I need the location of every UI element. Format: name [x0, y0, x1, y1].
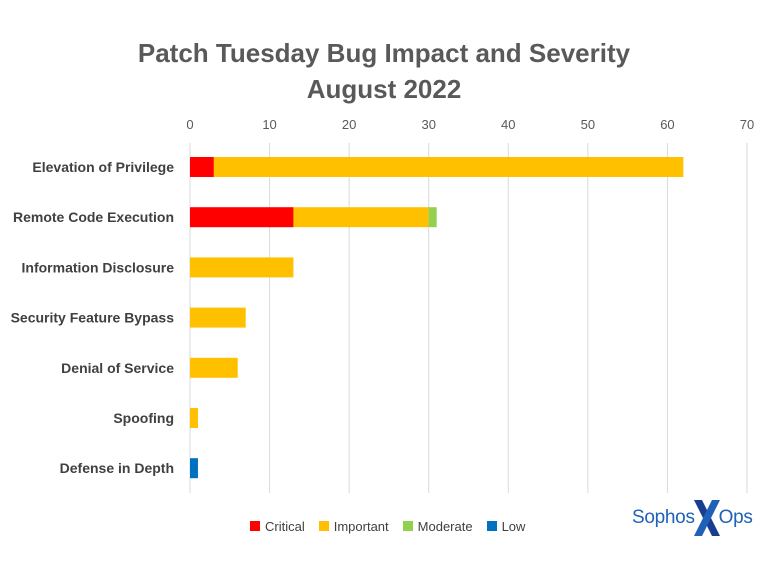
legend-item-moderate: Moderate [402, 518, 473, 534]
legend-label: Critical [265, 518, 305, 534]
bar-critical [190, 157, 214, 177]
legend-swatch [250, 521, 260, 531]
bar-important [190, 357, 238, 378]
x-tick-label: 20 [342, 117, 356, 132]
category-label: Denial of Service [61, 360, 174, 376]
sophos-xops-logo: Sophos Ops [632, 498, 753, 538]
legend-item-critical: Critical [250, 519, 305, 534]
bar-important [190, 257, 294, 278]
category-label: Defense in Depth [60, 460, 174, 476]
chart-title-line2: August 2022 [306, 74, 462, 104]
bar-critical [190, 207, 294, 228]
logo-text-ops: Ops [718, 507, 753, 528]
legend-swatch [486, 521, 497, 531]
x-tick-label: 60 [660, 117, 674, 132]
x-tick-label: 50 [581, 117, 595, 132]
legend-label: Moderate [417, 518, 473, 534]
legend: Critical Important Moderate Low [250, 517, 525, 535]
category-label: Remote Code Execution [13, 209, 174, 225]
x-tick-label: 70 [740, 117, 754, 132]
legend-label: Low [501, 518, 526, 534]
bar-important [213, 157, 684, 177]
x-tick-label: 40 [501, 117, 515, 132]
bar-important [190, 408, 198, 428]
x-tick-label: 30 [421, 117, 435, 132]
bar-low [190, 458, 198, 479]
logo-text-sophos: Sophos [632, 507, 695, 528]
x-tick-label: 10 [262, 117, 276, 132]
category-label: Elevation of Privilege [32, 159, 174, 175]
legend-item-low: Low [486, 518, 526, 534]
category-label: Spoofing [113, 410, 174, 426]
x-tick-label: 0 [186, 117, 193, 132]
bar-moderate [428, 207, 437, 228]
legend-item-important: Important [318, 518, 389, 534]
category-label: Security Feature Bypass [11, 310, 175, 326]
category-label: Information Disclosure [22, 259, 175, 275]
chart-title-line1: Patch Tuesday Bug Impact and Severity [137, 38, 631, 68]
legend-label: Important [333, 518, 389, 534]
bar-important [293, 207, 429, 228]
legend-swatch [402, 521, 413, 531]
legend-swatch [318, 521, 329, 531]
x-logo-icon [693, 500, 720, 536]
bar-important [190, 307, 246, 328]
